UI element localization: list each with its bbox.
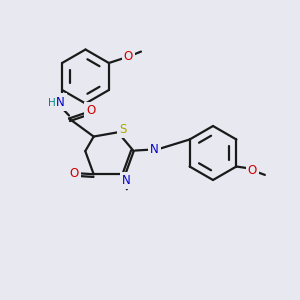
- Text: O: O: [248, 164, 257, 177]
- Text: N: N: [122, 174, 131, 187]
- Text: O: O: [124, 50, 133, 63]
- Text: N: N: [150, 143, 158, 156]
- Text: O: O: [86, 104, 95, 117]
- Text: S: S: [119, 123, 126, 136]
- Text: N: N: [56, 95, 65, 109]
- Text: O: O: [69, 167, 79, 180]
- Text: H: H: [48, 98, 56, 108]
